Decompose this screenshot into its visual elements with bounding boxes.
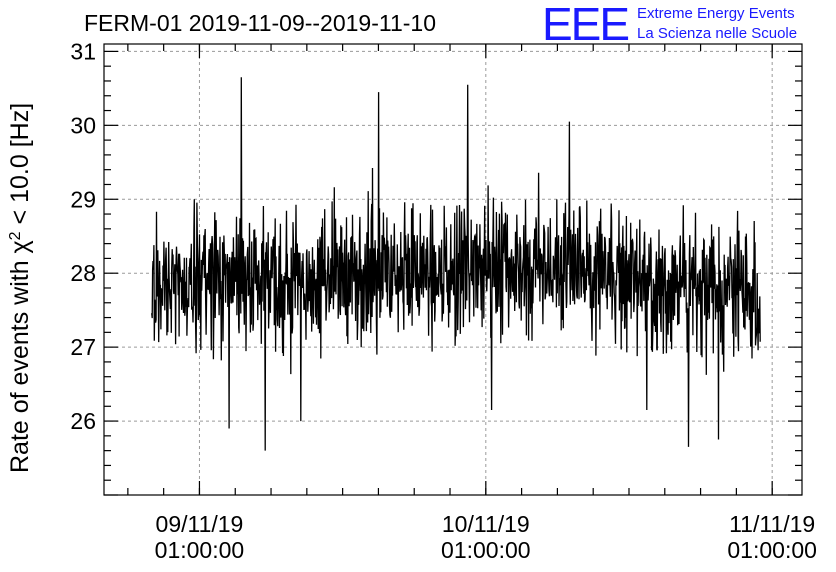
y-axis-label-suffix: < 10.0 [Hz] [6,103,34,232]
series-group [151,77,761,451]
x-tick-label-date: 09/11/19 [156,511,244,537]
series-line-rate [151,77,761,451]
x-tick-label-time: 01:00:00 [155,537,245,563]
x-tick-label-date: 10/11/19 [442,511,530,537]
y-tick-label: 26 [70,408,96,434]
logo-line-2: La Scienza nelle Scuole [637,25,797,42]
plot-frame [103,43,803,496]
chart-title: FERM-01 2019-11-09--2019-11-10 [84,10,436,36]
x-tick-label-date: 11/11/19 [729,511,815,537]
y-axis-label-superscript: 2 [7,231,24,240]
y-ticks: 26 27 28 29 30 31 [70,38,802,496]
eee-logo: EEE Extreme Energy Events La Scienza nel… [542,0,797,50]
y-tick-label: 28 [70,260,96,286]
y-tick-label: 30 [70,112,96,138]
logo-line-1: Extreme Energy Events [637,5,795,22]
axes [103,43,803,496]
x-tick-label-time: 01:00:00 [441,537,531,563]
y-tick-label: 27 [70,334,96,360]
x-tick-label-time: 01:00:00 [727,537,817,563]
y-axis-label: Rate of events with χ2 < 10.0 [Hz] [6,103,34,473]
y-axis-label-prefix: Rate of events with [6,253,34,473]
y-tick-label: 29 [70,186,96,212]
logo-mark: EEE [542,0,628,50]
y-axis-label-chi: χ [6,240,34,253]
x-ticks: 09/11/1901:00:0010/11/1901:00:0011/11/19… [127,44,817,563]
y-tick-label: 31 [70,38,96,64]
